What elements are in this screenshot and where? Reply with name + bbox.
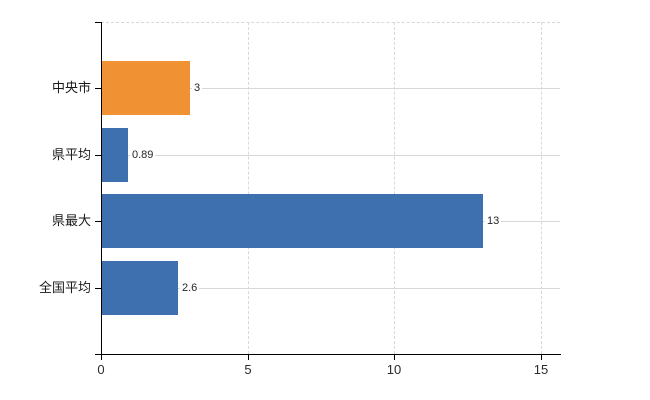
category-gridline <box>102 88 560 89</box>
x-axis-tick <box>248 354 249 360</box>
plot-top-border <box>101 22 560 23</box>
bar-value-label: 0.89 <box>130 147 156 163</box>
category-gridline <box>102 155 560 156</box>
y-axis-tick <box>95 221 101 222</box>
y-axis-tick <box>95 22 101 23</box>
bar <box>102 194 483 248</box>
x-axis-tick <box>394 354 395 360</box>
y-axis-tick <box>95 88 101 89</box>
category-label: 県平均 <box>51 147 91 162</box>
x-tick-label: 5 <box>244 362 252 377</box>
x-axis-tick <box>541 354 542 360</box>
x-tick-label: 0 <box>97 362 105 377</box>
bar-value-label: 3 <box>192 80 203 96</box>
y-axis <box>101 22 102 355</box>
bar-value-label: 13 <box>485 213 502 229</box>
x-gridline <box>541 22 542 354</box>
x-gridline <box>248 22 249 354</box>
bar <box>102 261 178 315</box>
bar-value-label: 2.6 <box>180 280 200 296</box>
category-gridline <box>102 288 560 289</box>
y-axis-tick <box>95 288 101 289</box>
x-gridline <box>394 22 395 354</box>
x-tick-label: 15 <box>533 362 549 377</box>
y-axis-tick <box>95 155 101 156</box>
category-label: 全国平均 <box>38 280 91 295</box>
x-tick-label: 10 <box>386 362 402 377</box>
x-axis-tick <box>101 354 102 360</box>
category-label: 中央市 <box>51 80 91 95</box>
bar <box>102 128 128 182</box>
bar <box>102 61 190 115</box>
category-label: 県最大 <box>51 213 91 228</box>
x-axis <box>95 354 561 355</box>
